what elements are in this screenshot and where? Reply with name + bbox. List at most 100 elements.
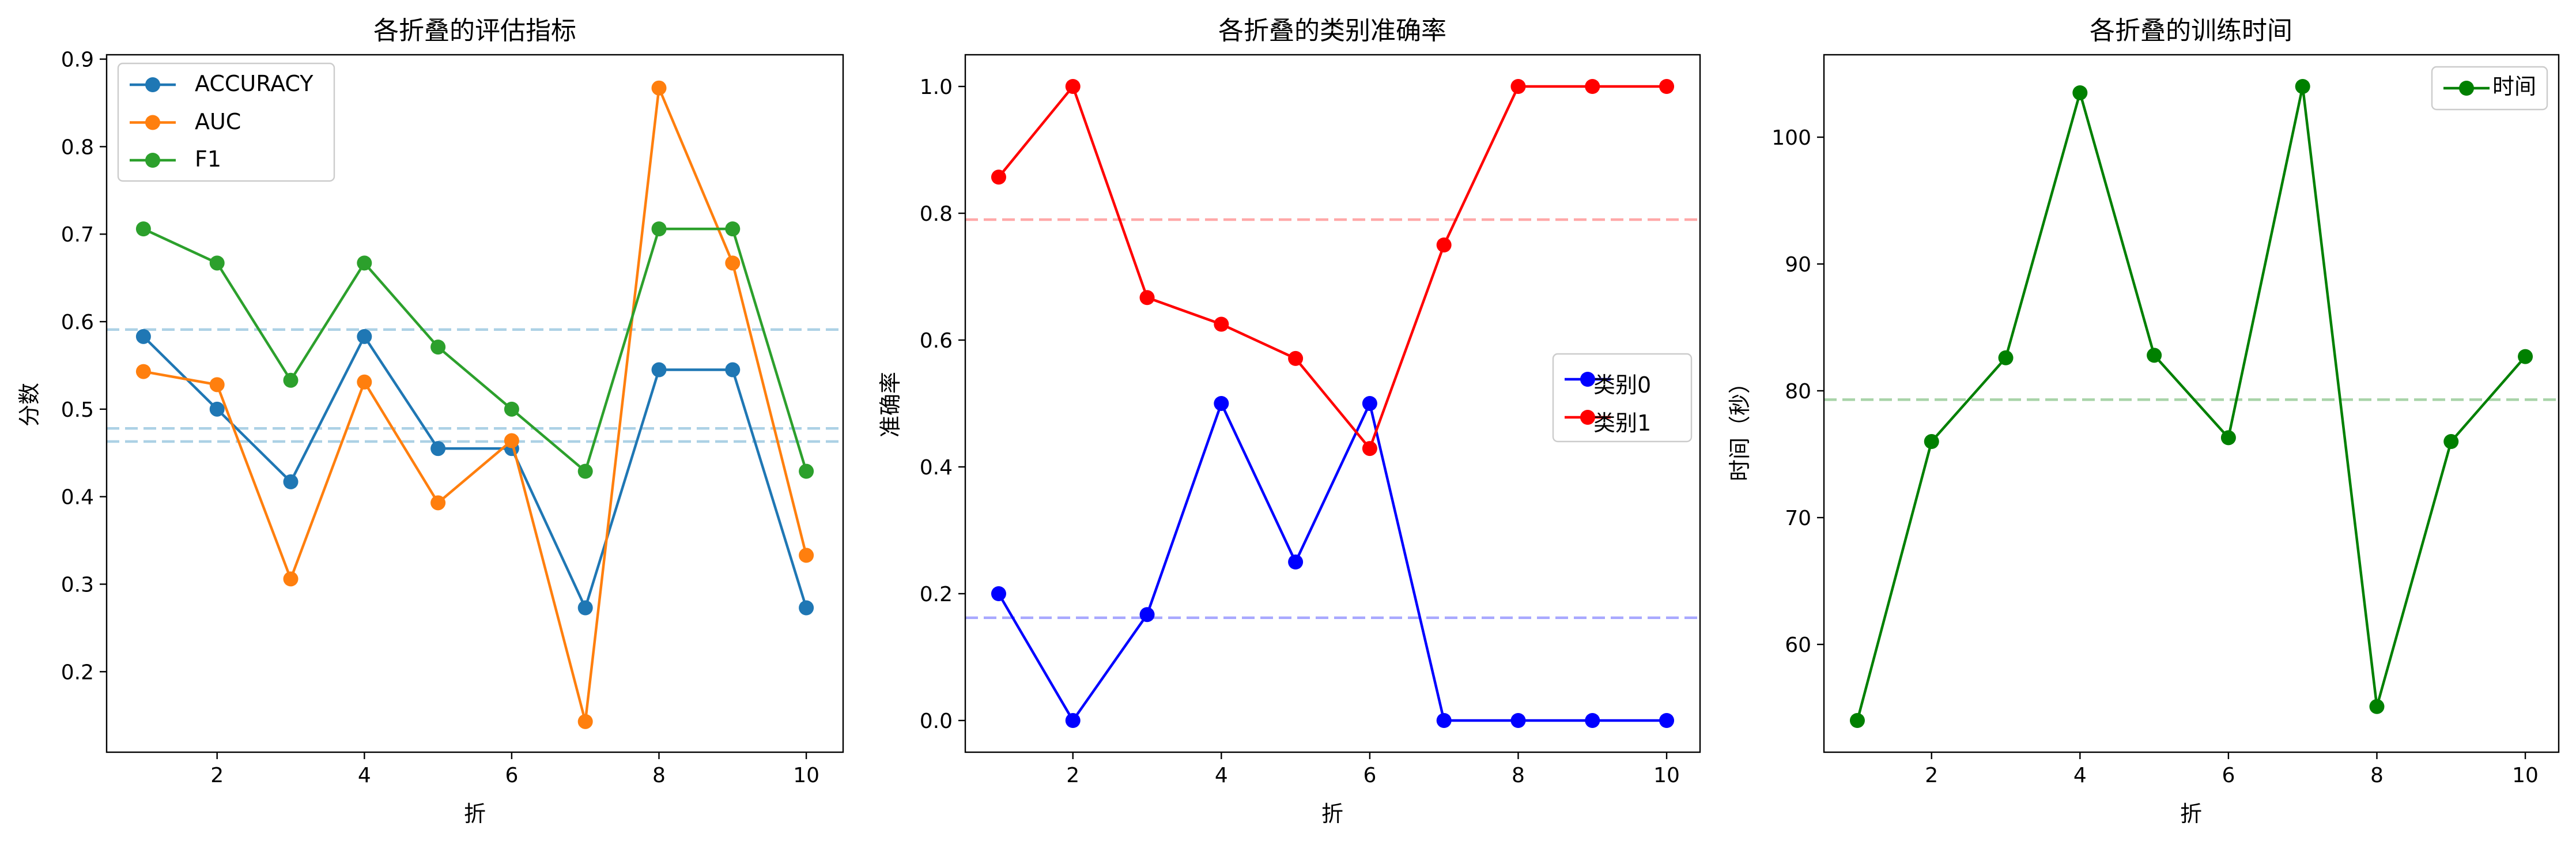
axes-frame	[105, 54, 844, 753]
x-tick-label: 6	[505, 764, 518, 787]
y-tick-label: 90	[1785, 253, 1811, 277]
x-tick-label: 8	[1512, 764, 1525, 787]
x-axis-label: 折	[1321, 801, 1343, 827]
data-point	[799, 548, 814, 563]
data-point	[135, 221, 151, 237]
data-point	[1362, 441, 1377, 457]
y-tick-label: 0.4	[920, 456, 953, 480]
data-point	[725, 255, 741, 271]
x-axis-label: 折	[2180, 801, 2202, 827]
data-point	[577, 714, 593, 729]
data-point	[504, 433, 519, 448]
chart-title: 各折叠的评估指标	[373, 16, 576, 46]
y-tick-label: 0.2	[920, 583, 953, 606]
series-line	[142, 227, 808, 473]
data-point	[1065, 713, 1081, 728]
axes-frame	[964, 54, 1701, 753]
legend-handle-marker	[145, 153, 160, 168]
data-point	[1998, 350, 2014, 365]
data-point	[209, 401, 225, 417]
data-point	[209, 377, 225, 393]
x-tick-label: 6	[1363, 764, 1376, 787]
data-point	[504, 401, 519, 417]
data-point	[1288, 554, 1304, 569]
data-point	[991, 586, 1006, 601]
data-point	[1214, 316, 1229, 332]
y-tick-label: 0.8	[61, 135, 94, 159]
series-line	[143, 86, 808, 723]
x-tick-label: 6	[2222, 764, 2235, 787]
data-point	[430, 441, 446, 457]
data-point	[1924, 434, 1939, 449]
data-point	[799, 463, 814, 479]
data-point	[1214, 396, 1229, 411]
x-tick-label: 10	[1653, 764, 1680, 787]
data-point	[135, 329, 151, 344]
y-axis-label: 时间（秒）	[1727, 372, 1752, 481]
data-point	[1436, 237, 1452, 252]
y-tick-label: 0.8	[920, 202, 953, 226]
legend-box	[117, 62, 335, 182]
x-tick-label: 4	[2073, 764, 2087, 787]
data-point	[1362, 396, 1377, 411]
data-point	[357, 374, 372, 390]
y-tick-label: 70	[1785, 507, 1811, 530]
data-point	[1436, 713, 1452, 728]
data-point	[725, 362, 741, 378]
data-point	[283, 474, 299, 489]
data-point	[1288, 350, 1304, 366]
x-tick-label: 10	[2512, 764, 2539, 787]
data-point	[1139, 607, 1155, 623]
data-point	[2295, 79, 2310, 94]
data-point	[209, 255, 225, 271]
y-tick-label: 0.7	[61, 223, 94, 247]
data-point	[651, 221, 667, 237]
data-point	[2072, 85, 2088, 100]
data-point	[1585, 79, 1600, 94]
y-tick-label: 0.6	[61, 311, 94, 334]
data-point	[2369, 699, 2385, 714]
y-tick-label: 60	[1785, 633, 1811, 657]
data-point	[1510, 713, 1526, 728]
series-line	[998, 85, 1667, 450]
x-tick-label: 10	[793, 764, 819, 787]
legend-handle-marker	[1580, 372, 1595, 387]
data-point	[2147, 348, 2162, 363]
data-point	[577, 600, 593, 616]
legend-label-class0: 类别0	[1593, 372, 1651, 398]
data-point	[2443, 434, 2459, 449]
y-tick-label: 0.5	[61, 398, 94, 422]
series-line	[142, 335, 808, 609]
data-point	[1065, 79, 1081, 94]
x-tick-label: 8	[2370, 764, 2384, 787]
y-tick-label: 0.2	[61, 661, 94, 684]
x-tick-label: 4	[1215, 764, 1228, 787]
y-axis-label: 分数	[17, 383, 42, 427]
data-point	[2518, 349, 2533, 364]
series-line	[1856, 85, 2526, 721]
data-point	[991, 169, 1006, 185]
panel-evaluation-metrics: 各折叠的评估指标 折 分数 ACCURACY AUC F1 2 4 6 8 10 0.2 0…	[17, 16, 844, 827]
y-tick-label: 0.6	[920, 329, 953, 353]
data-point	[135, 364, 151, 379]
data-point	[430, 495, 446, 511]
data-point	[1585, 713, 1600, 728]
data-point	[725, 221, 741, 237]
legend-handle-marker	[1580, 410, 1595, 425]
panel-class-accuracy: 各折叠的类别准确率 折 准确率 类别0 类别1 2 4 6 8 10 0.0 0.2 0.4 0…	[878, 16, 1701, 827]
y-axis-label: 准确率	[878, 372, 903, 437]
series-line	[998, 402, 1667, 722]
y-tick-label: 80	[1785, 380, 1811, 403]
chart-title: 各折叠的训练时间	[2090, 16, 2292, 46]
data-point	[1510, 79, 1526, 94]
data-point	[1659, 79, 1675, 94]
x-tick-label: 2	[1066, 764, 1079, 787]
x-tick-label: 2	[1925, 764, 1938, 787]
data-point	[577, 463, 593, 479]
legend-label-auc: AUC	[195, 109, 241, 134]
chart-title: 各折叠的类别准确率	[1218, 16, 1446, 46]
data-point	[283, 372, 299, 388]
legend-handle-marker	[145, 115, 160, 130]
data-point	[1139, 290, 1155, 305]
